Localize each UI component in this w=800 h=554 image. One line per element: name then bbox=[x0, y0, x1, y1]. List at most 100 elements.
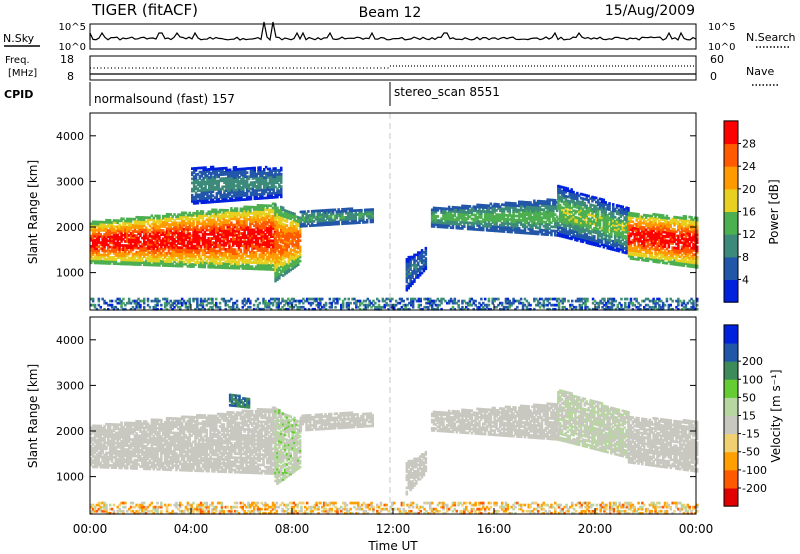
power-cell bbox=[163, 221, 167, 224]
power-cell bbox=[251, 261, 254, 264]
power-cell bbox=[252, 236, 256, 240]
power-cell bbox=[152, 228, 155, 232]
power-cell bbox=[101, 241, 104, 244]
power-cell bbox=[133, 242, 137, 246]
power-cell bbox=[201, 220, 205, 224]
power-cell bbox=[139, 257, 142, 260]
power-cell bbox=[222, 227, 226, 231]
power-cell bbox=[233, 233, 237, 237]
power-cell bbox=[258, 208, 261, 211]
power-cell bbox=[184, 262, 188, 266]
power-cell bbox=[93, 249, 97, 252]
power-cell bbox=[99, 233, 102, 236]
power-cell bbox=[254, 242, 258, 246]
power-cell bbox=[209, 259, 212, 263]
power-cell bbox=[230, 227, 233, 231]
power-cell bbox=[152, 253, 155, 257]
power-cell bbox=[162, 233, 165, 236]
power-cell bbox=[173, 239, 176, 243]
power-cell bbox=[162, 231, 165, 234]
power-cell bbox=[162, 214, 165, 218]
power-cell bbox=[116, 229, 119, 233]
power-cell bbox=[167, 239, 171, 243]
power-cell bbox=[137, 222, 140, 225]
power-cell bbox=[107, 251, 110, 255]
power-cell bbox=[216, 223, 220, 226]
power-cell bbox=[101, 220, 104, 224]
power-cell bbox=[249, 238, 252, 242]
power-cell bbox=[249, 232, 252, 236]
power-cell bbox=[126, 232, 129, 235]
power-cell bbox=[249, 240, 252, 244]
power-cell bbox=[190, 252, 193, 256]
power-cell bbox=[150, 243, 154, 246]
power-cell bbox=[126, 217, 129, 221]
power-cell bbox=[180, 262, 184, 266]
power-cell bbox=[93, 257, 97, 261]
power-cell bbox=[101, 237, 104, 240]
power-cell bbox=[201, 265, 205, 269]
power-cell bbox=[114, 260, 118, 263]
power-cell bbox=[232, 235, 235, 239]
power-cell bbox=[152, 222, 155, 226]
power-cell bbox=[213, 241, 216, 245]
power-cell bbox=[237, 254, 241, 258]
power-cell bbox=[191, 193, 194, 197]
power-cell bbox=[207, 220, 210, 224]
power-cell bbox=[196, 244, 199, 248]
power-cell bbox=[216, 237, 220, 241]
power-cell bbox=[175, 254, 178, 257]
power-cell bbox=[190, 244, 193, 248]
power-cell bbox=[103, 225, 106, 228]
power-cell bbox=[266, 247, 269, 251]
power-cell bbox=[162, 223, 165, 226]
power-cell bbox=[137, 230, 140, 234]
power-cell bbox=[175, 244, 178, 247]
power-cell bbox=[264, 216, 267, 220]
power-cell bbox=[243, 250, 246, 254]
power-cell bbox=[226, 221, 229, 224]
power-cell bbox=[114, 225, 118, 229]
power-cell bbox=[222, 233, 226, 237]
power-cell bbox=[209, 214, 212, 218]
power-cell bbox=[192, 228, 195, 231]
power-cell bbox=[160, 223, 163, 226]
power-cell bbox=[148, 245, 152, 248]
power-cell bbox=[264, 237, 267, 240]
power-cell bbox=[103, 251, 106, 255]
power-cell bbox=[177, 235, 180, 239]
power-cell bbox=[256, 226, 260, 230]
power-cell bbox=[184, 256, 188, 260]
power-cell bbox=[226, 266, 229, 270]
power-cell bbox=[209, 243, 212, 246]
power-cell bbox=[148, 224, 152, 228]
power-cell bbox=[114, 248, 118, 251]
power-cell bbox=[268, 212, 271, 216]
power-cell bbox=[105, 231, 108, 234]
power-cell bbox=[95, 241, 99, 244]
power-cell bbox=[218, 229, 222, 232]
power-cell bbox=[120, 254, 123, 258]
power-cell bbox=[101, 253, 104, 257]
power-cell bbox=[167, 235, 171, 239]
power-cell bbox=[148, 257, 152, 261]
power-cell bbox=[116, 221, 119, 225]
power-cell bbox=[190, 263, 193, 266]
power-cell bbox=[241, 234, 244, 237]
power-cell bbox=[207, 243, 210, 246]
power-cell bbox=[124, 244, 127, 247]
power-cell bbox=[122, 260, 125, 264]
power-cell bbox=[256, 259, 260, 263]
power-cell bbox=[144, 253, 148, 256]
power-cell bbox=[252, 230, 256, 234]
power-cell bbox=[230, 207, 233, 210]
power-cell bbox=[241, 207, 244, 211]
power-cell bbox=[154, 228, 157, 232]
power-cell bbox=[127, 256, 131, 260]
power-cell bbox=[108, 233, 112, 237]
power-cell bbox=[141, 242, 144, 246]
power-cell bbox=[201, 251, 205, 254]
power-cell bbox=[188, 254, 191, 258]
power-cell bbox=[266, 265, 269, 269]
power-cell bbox=[150, 245, 154, 248]
